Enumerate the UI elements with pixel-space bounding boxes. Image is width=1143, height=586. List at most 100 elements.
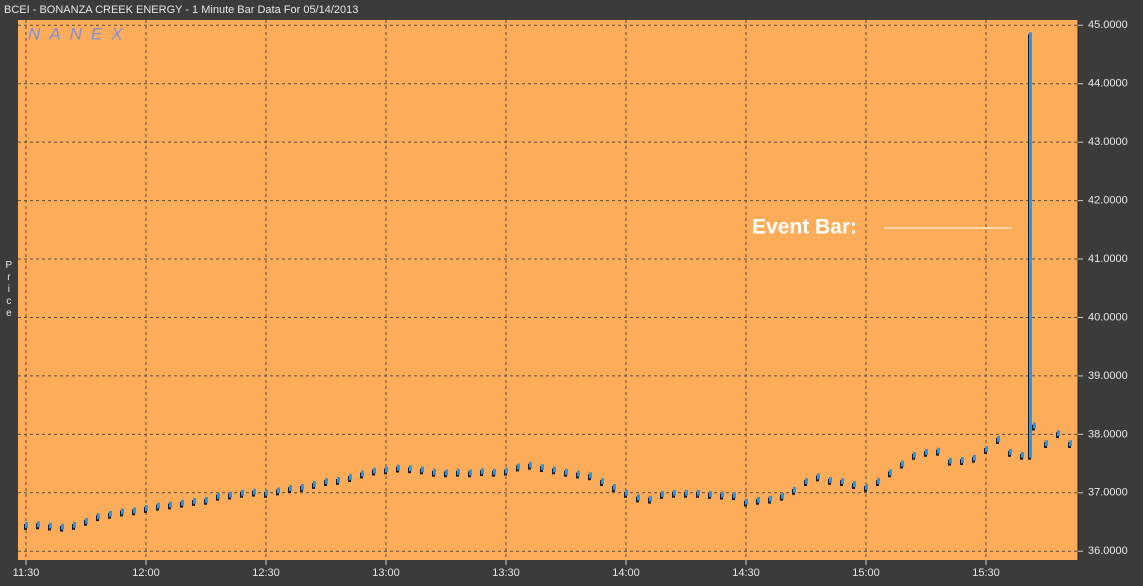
- y-tick-label: 42.0000: [1088, 194, 1128, 206]
- bar: [445, 469, 448, 476]
- bar: [565, 468, 568, 475]
- plot-area: [18, 20, 1078, 560]
- bar: [829, 477, 832, 483]
- bar: [169, 501, 172, 508]
- bar: [697, 489, 700, 496]
- bar: [433, 468, 436, 475]
- bar: [241, 489, 244, 496]
- y-tick-label: 40.0000: [1088, 311, 1128, 323]
- bar: [337, 477, 340, 483]
- y-tick-label: 43.0000: [1088, 136, 1128, 148]
- bar: [277, 487, 280, 494]
- bar: [997, 436, 1000, 442]
- bar: [121, 508, 124, 515]
- bar: [1045, 440, 1048, 447]
- bar: [613, 484, 616, 490]
- bar: [1029, 32, 1032, 458]
- bar: [865, 484, 868, 490]
- bar: [217, 492, 220, 499]
- x-tick-label: 12:00: [132, 567, 160, 579]
- bar: [505, 467, 508, 474]
- bar: [145, 505, 148, 511]
- bar: [301, 484, 304, 490]
- bar: [481, 468, 484, 475]
- y-tick-label: 45.0000: [1088, 19, 1128, 31]
- bar: [205, 496, 208, 503]
- bar: [289, 485, 292, 492]
- bar: [757, 496, 760, 503]
- bar: [133, 507, 136, 514]
- bar: [529, 461, 532, 468]
- y-tick-label: 39.0000: [1088, 370, 1128, 382]
- bar: [25, 522, 28, 528]
- x-tick-label: 12:30: [252, 567, 280, 579]
- x-tick-label: 13:00: [372, 567, 400, 579]
- bar: [253, 488, 256, 495]
- bar: [901, 460, 904, 467]
- bar: [457, 468, 460, 475]
- bar: [985, 446, 988, 452]
- bar: [73, 522, 76, 528]
- bar: [541, 464, 544, 470]
- bar: [925, 448, 928, 455]
- bar: [37, 521, 40, 528]
- bar: [709, 491, 712, 497]
- y-axis-label: Price: [3, 260, 14, 320]
- bar: [325, 478, 328, 485]
- bar: [97, 513, 100, 520]
- bar: [265, 489, 268, 496]
- bar: [385, 466, 388, 473]
- bar: [1069, 440, 1072, 447]
- bar: [637, 494, 640, 501]
- bar: [805, 478, 808, 485]
- bar: [889, 469, 892, 476]
- bar: [685, 489, 688, 496]
- bar: [61, 523, 64, 530]
- y-tick-label: 44.0000: [1088, 78, 1128, 90]
- bar: [877, 478, 880, 485]
- y-tick-label: 36.0000: [1088, 545, 1128, 557]
- bar: [517, 463, 520, 470]
- x-tick-label: 15:30: [972, 567, 1000, 579]
- bar: [649, 495, 652, 502]
- y-tick-label: 37.0000: [1088, 487, 1128, 499]
- bar: [1033, 422, 1036, 429]
- bar: [661, 491, 664, 497]
- bar: [397, 464, 400, 471]
- bar: [601, 478, 604, 485]
- bar: [373, 467, 376, 474]
- x-tick-label: 11:30: [13, 567, 40, 579]
- bar: [577, 470, 580, 477]
- watermark: NANEX: [28, 24, 132, 43]
- bar: [409, 465, 412, 472]
- bar: [469, 469, 472, 476]
- bar: [937, 447, 940, 454]
- bar: [157, 502, 160, 509]
- bar: [349, 474, 352, 480]
- bar: [949, 457, 952, 464]
- bar: [49, 522, 52, 529]
- bar: [721, 491, 724, 498]
- bar: [733, 492, 736, 499]
- x-tick-label: 14:00: [612, 567, 640, 579]
- bar: [109, 510, 112, 517]
- bar: [673, 489, 676, 496]
- y-tick-label: 41.0000: [1088, 253, 1128, 265]
- bar: [793, 486, 796, 493]
- x-tick-label: 13:30: [492, 567, 520, 579]
- bar: [817, 473, 820, 480]
- y-tick-label: 38.0000: [1088, 428, 1128, 440]
- bar: [841, 478, 844, 485]
- bar: [913, 451, 916, 458]
- bar: [853, 481, 856, 487]
- bar: [961, 457, 964, 463]
- bar: [1009, 448, 1012, 455]
- bar: [781, 492, 784, 499]
- bar: [769, 495, 772, 502]
- bar: [553, 466, 556, 473]
- bar: [1021, 451, 1024, 458]
- x-tick-label: 15:00: [852, 567, 880, 579]
- bar: [1057, 430, 1060, 437]
